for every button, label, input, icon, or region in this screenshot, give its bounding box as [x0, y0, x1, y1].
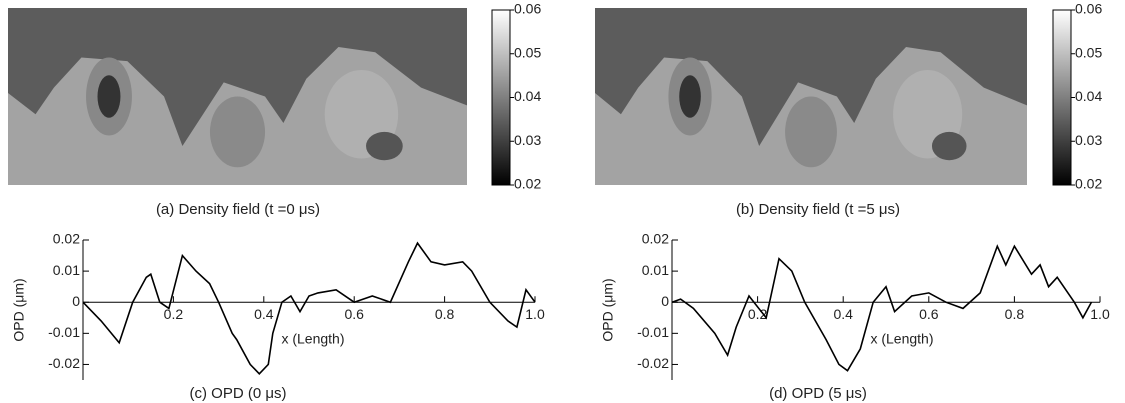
colorbar-tick-label: 0.04	[514, 88, 541, 104]
vortex-core	[97, 75, 121, 118]
colorbar	[491, 9, 511, 186]
vortex	[785, 96, 837, 168]
x-tick-label: 0.4	[254, 306, 274, 322]
y-tick-label: 0	[72, 293, 80, 309]
colorbar-tick-label: 0.06	[1075, 1, 1102, 17]
x-tick-label: 1.0	[525, 306, 545, 322]
y-tick-label: 0.02	[53, 231, 80, 247]
opd-line	[82, 241, 536, 375]
y-tick-label: -0.02	[637, 355, 669, 371]
x-tick-label: 0.8	[1005, 306, 1025, 322]
colorbar-tick-label: 0.03	[1075, 132, 1102, 148]
x-tick-label: 0.6	[344, 306, 364, 322]
x-tick-label: 0.4	[833, 306, 853, 322]
colorbar-tick-label: 0.02	[1075, 176, 1102, 192]
x-tick-label: 1.0	[1090, 306, 1110, 322]
opd-line	[671, 244, 1093, 372]
colorbar	[1052, 9, 1072, 186]
y-tick-label: -0.01	[637, 324, 669, 340]
panel-caption: (c) OPD (0 μs)	[190, 385, 287, 402]
colorbar-tick-label: 0.05	[1075, 44, 1102, 60]
x-tick-label: 0.2	[748, 306, 768, 322]
y-tick-label: 0.02	[642, 231, 669, 247]
y-axis-label: OPD (μm)	[600, 278, 616, 341]
y-tick-label: -0.02	[48, 355, 80, 371]
vortex-core	[366, 131, 403, 161]
panel-caption: (a) Density field (t =0 μs)	[156, 201, 320, 218]
y-axis-label: OPD (μm)	[11, 278, 27, 341]
y-tick-label: 0.01	[642, 262, 669, 278]
vortex	[209, 96, 266, 168]
vortex-core	[931, 131, 967, 161]
panel-caption: (b) Density field (t =5 μs)	[736, 201, 900, 218]
panel-caption: (d) OPD (5 μs)	[769, 385, 867, 402]
y-tick-label: 0	[661, 293, 669, 309]
y-tick-label: 0.01	[53, 262, 80, 278]
x-axis-label: x (Length)	[281, 331, 344, 347]
colorbar-tick-label: 0.03	[514, 132, 541, 148]
y-tick-label: -0.01	[48, 324, 80, 340]
vortex-core	[679, 75, 701, 118]
x-tick-label: 0.6	[919, 306, 939, 322]
colorbar-tick-label: 0.02	[514, 176, 541, 192]
x-tick-label: 0.2	[164, 306, 184, 322]
colorbar-tick-label: 0.04	[1075, 88, 1102, 104]
density-upper	[595, 8, 1027, 147]
x-tick-label: 0.8	[435, 306, 455, 322]
x-axis-label: x (Length)	[870, 331, 933, 347]
colorbar-tick-label: 0.05	[514, 44, 541, 60]
colorbar-tick-label: 0.06	[514, 1, 541, 17]
density-upper	[8, 8, 467, 147]
